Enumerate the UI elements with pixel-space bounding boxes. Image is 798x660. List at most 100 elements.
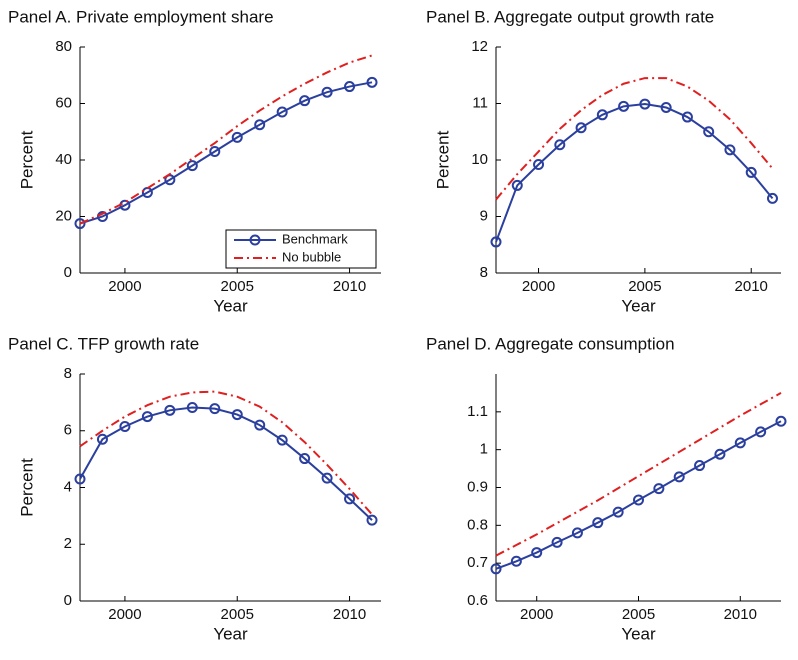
data-point [551, 536, 563, 548]
x-tick-label: 2000 [108, 278, 141, 295]
y-axis-label: Percent [17, 130, 36, 189]
y-tick-label: 8 [480, 264, 488, 281]
data-point [660, 101, 672, 113]
x-tick-label: 2010 [735, 278, 768, 295]
y-tick-label: 4 [64, 478, 72, 495]
panel-title: Panel D. Aggregate consumption [426, 334, 675, 353]
panel-title: Panel B. Aggregate output growth rate [426, 7, 714, 26]
series-line [79, 54, 373, 225]
data-point [321, 472, 333, 484]
legend: Benchmark No bubble [225, 229, 377, 269]
data-point [276, 106, 288, 118]
series-line [495, 77, 774, 201]
data-point [510, 555, 522, 567]
data-point [592, 517, 604, 529]
data-point [724, 144, 736, 156]
series-line [495, 103, 774, 243]
x-axis-label: Year [213, 624, 248, 643]
series-line [495, 392, 782, 557]
x-tick-label: 2000 [108, 606, 141, 623]
legend-marker [249, 234, 261, 246]
y-axis-label: Percent [17, 458, 36, 517]
data-point [714, 448, 726, 460]
y-tick-label: 0.7 [467, 554, 488, 571]
data-point [119, 420, 131, 432]
x-tick-label: 2005 [622, 606, 655, 623]
data-point [639, 98, 651, 110]
data-point [186, 401, 198, 413]
data-point [653, 483, 665, 495]
y-tick-label: 0 [64, 264, 72, 281]
data-point [554, 139, 566, 151]
y-tick-label: 12 [471, 38, 488, 55]
data-point [209, 403, 221, 415]
data-point [533, 159, 545, 171]
x-axis-label: Year [213, 296, 248, 315]
y-tick-label: 8 [64, 365, 72, 382]
data-point [755, 426, 767, 438]
data-point [596, 109, 608, 121]
data-point [766, 192, 778, 204]
data-point [673, 471, 685, 483]
data-point [633, 494, 644, 506]
data-point [321, 86, 333, 98]
panel-title: Panel A. Private employment share [8, 7, 274, 26]
x-tick-label: 2010 [724, 606, 757, 623]
data-point [74, 473, 86, 485]
data-point [344, 493, 356, 505]
data-point [299, 453, 311, 465]
x-tick-label: 2005 [221, 606, 254, 623]
data-point [618, 100, 630, 112]
x-axis-label: Year [621, 624, 656, 643]
data-point [775, 415, 787, 427]
x-tick-label: 2000 [522, 278, 555, 295]
data-point [96, 433, 108, 445]
y-tick-label: 40 [55, 151, 72, 168]
data-point [531, 547, 543, 559]
legend-label: Benchmark [282, 231, 348, 246]
data-point [164, 404, 176, 416]
data-point [571, 527, 583, 539]
data-point [366, 514, 378, 526]
data-point [490, 563, 502, 575]
data-point [703, 126, 715, 138]
data-point [254, 119, 266, 131]
data-point [575, 122, 587, 134]
data-point [231, 409, 243, 421]
data-point [681, 111, 693, 123]
data-point [694, 460, 706, 472]
data-point [254, 419, 266, 431]
data-point [511, 179, 523, 191]
series-line [495, 420, 782, 570]
x-tick-label: 2000 [520, 606, 553, 623]
y-tick-label: 10 [471, 151, 488, 168]
data-point [734, 437, 746, 449]
y-tick-label: 20 [55, 207, 72, 224]
y-tick-label: 80 [55, 38, 72, 55]
series-line [79, 406, 373, 521]
x-tick-label: 2005 [221, 278, 254, 295]
y-tick-label: 2 [64, 535, 72, 552]
x-tick-label: 2010 [333, 606, 366, 623]
y-tick-label: 1.1 [467, 403, 488, 420]
data-point [344, 81, 356, 93]
data-point [745, 166, 757, 178]
data-point [231, 131, 243, 143]
data-point [490, 236, 502, 248]
data-point [141, 411, 153, 423]
x-axis-label: Year [621, 296, 656, 315]
panel-title: Panel C. TFP growth rate [8, 334, 199, 353]
data-point [74, 218, 86, 230]
data-point [186, 160, 198, 172]
y-axis-label: Percent [433, 130, 452, 189]
x-tick-label: 2005 [628, 278, 661, 295]
series-line [79, 81, 373, 225]
x-tick-label: 2010 [333, 278, 366, 295]
y-tick-label: 0.8 [467, 516, 488, 533]
y-tick-label: 11 [472, 94, 488, 111]
data-point [299, 95, 311, 107]
data-point [612, 506, 624, 518]
data-point [209, 146, 221, 158]
y-tick-label: 60 [55, 94, 72, 111]
